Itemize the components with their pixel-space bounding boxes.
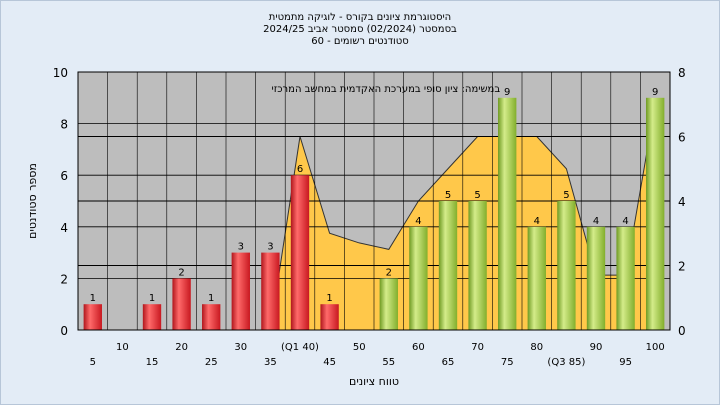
bar-value-label-60: 4 <box>415 216 421 227</box>
x-tick-label-bottom: 65 <box>442 357 455 368</box>
x-tick-label-top: 90 <box>590 342 603 353</box>
chart-annotation: במשימה: ציון סופי במערכת האקדמית במחשב ה… <box>272 84 501 95</box>
chart-title-line-3: סטודנטים רשומים - 60 <box>311 36 409 47</box>
x-tick-label-bottom: 5 <box>90 357 96 368</box>
x-axis-label: טווח ציונים <box>349 375 399 388</box>
y-tick-label-2: 2 <box>60 272 68 286</box>
bar-value-label-100: 9 <box>652 87 658 98</box>
bar-85 <box>557 201 576 330</box>
bar-value-label-35: 3 <box>267 242 273 253</box>
bar-value-label-80: 4 <box>534 216 540 227</box>
bar-25 <box>202 304 221 330</box>
bar-20 <box>172 278 191 330</box>
x-tick-label-top: 10 <box>116 342 129 353</box>
bar-value-label-20: 2 <box>178 267 184 278</box>
x-tick-label-bottom: 95 <box>619 357 632 368</box>
y-axis-label: מספר סטודנטים <box>26 163 39 239</box>
bar-70 <box>468 201 487 330</box>
x-tick-label-bottom: 15 <box>146 357 159 368</box>
bar-55 <box>379 278 398 330</box>
y-tick-label-0: 0 <box>60 324 68 338</box>
x-tick-label-top: (Q1 40) <box>281 342 319 353</box>
bar-value-label-90: 4 <box>593 216 599 227</box>
bar-5 <box>83 304 102 330</box>
x-tick-label-top: 50 <box>353 342 366 353</box>
x-tick-label-bottom: (Q3 85) <box>547 357 585 368</box>
bar-value-label-45: 1 <box>326 293 332 304</box>
y2-tick-label-8: 8 <box>678 66 686 80</box>
bar-30 <box>231 252 250 330</box>
bar-value-label-25: 1 <box>208 293 214 304</box>
x-tick-label-bottom: 45 <box>323 357 336 368</box>
y-tick-label-10: 10 <box>53 66 68 80</box>
bar-value-label-65: 5 <box>445 190 451 201</box>
bar-value-label-75: 9 <box>504 87 510 98</box>
bar-value-label-70: 5 <box>474 190 480 201</box>
x-tick-label-top: 20 <box>175 342 188 353</box>
bar-60 <box>409 226 428 330</box>
x-tick-label-top: 70 <box>471 342 484 353</box>
x-tick-label-top: 60 <box>412 342 425 353</box>
y2-tick-label-4: 4 <box>678 195 686 209</box>
bar-35 <box>261 252 280 330</box>
bar-95 <box>616 226 635 330</box>
x-tick-label-bottom: 25 <box>205 357 218 368</box>
y-tick-label-4: 4 <box>60 221 68 235</box>
bar-75 <box>498 97 517 330</box>
x-tick-label-top: 30 <box>234 342 247 353</box>
bar-40 <box>290 175 310 330</box>
bar-value-label-55: 2 <box>386 267 392 278</box>
y2-tick-label-6: 6 <box>678 131 686 145</box>
bar-65 <box>438 201 458 330</box>
bar-value-label-30: 3 <box>238 242 244 253</box>
bar-value-label-5: 1 <box>90 293 96 304</box>
plot-border <box>77 71 671 331</box>
y2-tick-label-0: 0 <box>678 324 686 338</box>
bar-value-label-85: 5 <box>563 190 569 201</box>
x-tick-label-bottom: 55 <box>382 357 395 368</box>
bar-90 <box>586 226 606 330</box>
bar-value-label-95: 4 <box>622 216 628 227</box>
bar-80 <box>527 226 546 330</box>
bar-45 <box>320 304 339 330</box>
bar-value-label-40: 6 <box>297 164 303 175</box>
y-tick-label-6: 6 <box>60 169 68 183</box>
bar-value-label-15: 1 <box>149 293 155 304</box>
bar-15 <box>142 304 162 330</box>
x-tick-label-bottom: 75 <box>501 357 514 368</box>
x-tick-label-top: 80 <box>530 342 543 353</box>
chart-title-line-2: בסמסטר (02/2024) סמסטר אביב 2024/25 <box>263 24 457 35</box>
chart-title-line-1: היסטוגרמת ציונים בקורס - לוגיקה מתמטית <box>268 12 452 23</box>
bar-100 <box>646 97 665 330</box>
x-tick-label-bottom: 35 <box>264 357 277 368</box>
y2-tick-label-2: 2 <box>678 260 686 274</box>
y-tick-label-8: 8 <box>60 118 68 132</box>
x-tick-label-top: 100 <box>646 342 665 353</box>
